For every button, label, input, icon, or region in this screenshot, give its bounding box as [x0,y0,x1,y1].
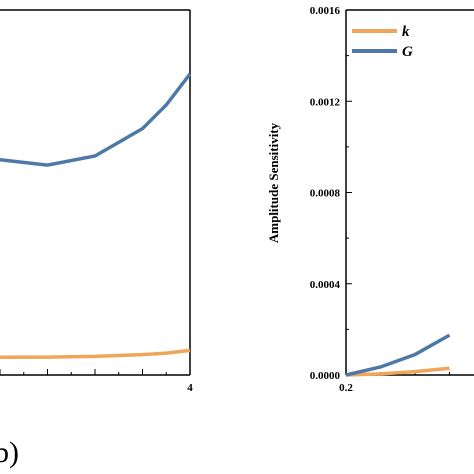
left-series-k-line [0,348,191,360]
left-x-tick-label-4: 4 [187,382,193,394]
right-y-tick-label: 0.0016 [310,5,341,17]
left-series-g-line [0,72,192,167]
legend: k G [352,24,413,60]
right-y-tick-label: 0.0000 [310,370,341,382]
right-chart: 0.0000 0.0004 0.0008 0.0012 0.0016 0.2 Ampli… [266,5,474,394]
legend-label-g: G [402,44,413,60]
right-y-tick-label: 0.0004 [310,279,341,291]
left-chart: 4 b) [0,9,193,469]
legend-label-k: k [402,24,410,40]
right-y-ticks: 0.0000 0.0004 0.0008 0.0012 0.0016 [310,5,352,382]
left-x-ticks [0,369,191,375]
right-series-k-line [345,366,450,377]
right-y-tick-label: 0.0008 [310,188,341,200]
right-series-g-line [345,333,451,377]
right-y-tick-label: 0.0012 [310,96,341,108]
right-x-tick-label-0.2: 0.2 [339,382,353,394]
right-y-axis-title: Amplitude Sensitivity [266,122,281,243]
panel-label: b) [0,436,19,469]
